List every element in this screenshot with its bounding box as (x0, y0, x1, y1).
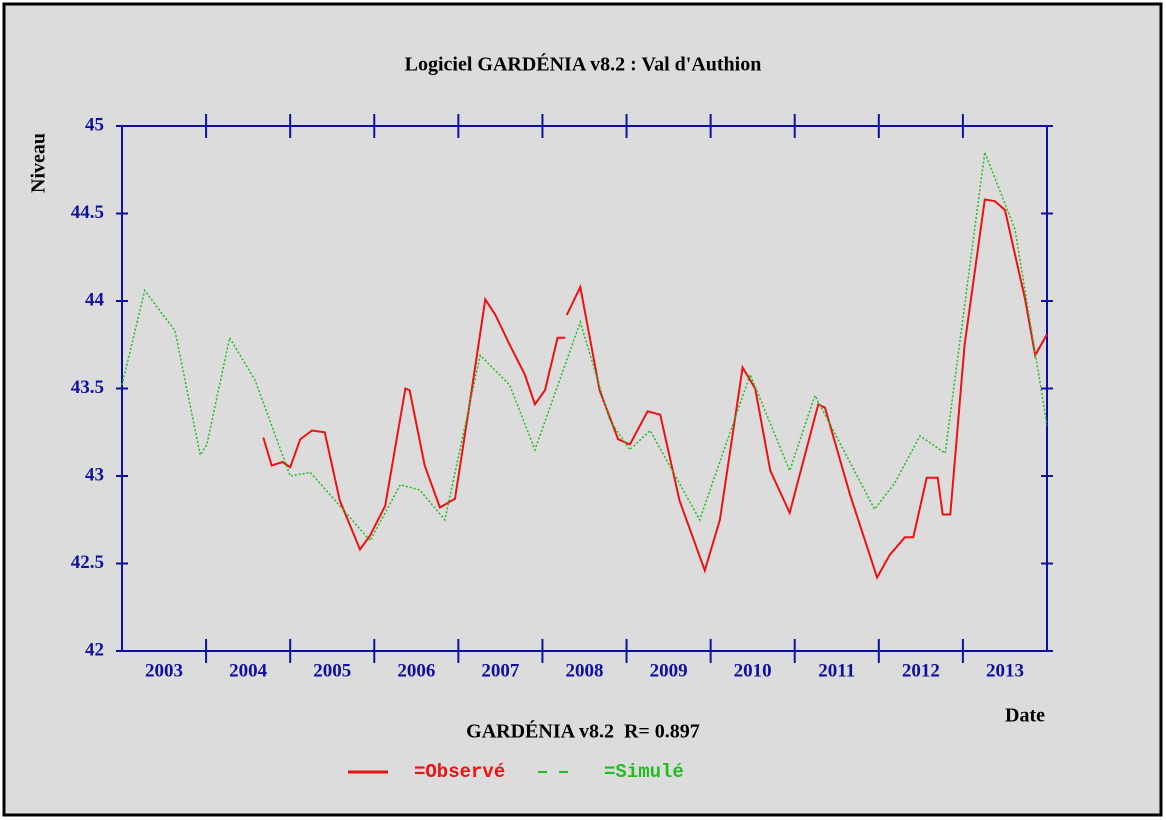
x-tick-label: 2011 (818, 660, 855, 681)
x-tick-label: 2007 (481, 660, 520, 681)
chart-title: Logiciel GARDÉNIA v8.2 : Val d'Authion (405, 53, 762, 76)
y-axis-label: Niveau (28, 133, 50, 193)
y-tick-label: 42.5 (71, 552, 104, 573)
x-tick-label: 2003 (145, 660, 183, 681)
y-tick-label: 45 (85, 114, 104, 135)
x-tick-label: 2005 (313, 660, 351, 681)
x-tick-label: 2006 (397, 660, 435, 681)
y-tick-label: 43.5 (71, 377, 104, 398)
chart-subtitle: GARDÉNIA v8.2 R= 0.897 (466, 720, 700, 743)
series-line (565, 198, 1048, 580)
y-tick-label: 44.5 (71, 202, 104, 223)
series-line (121, 151, 1048, 543)
series-line (262, 296, 566, 552)
legend-label: =Simulé (604, 761, 684, 783)
y-tick-label: 44 (85, 289, 105, 310)
x-tick-label: 2009 (650, 660, 688, 681)
y-tick-label: 43 (85, 464, 104, 485)
legend-label: =Observé (414, 761, 505, 783)
x-tick-label: 2008 (566, 660, 604, 681)
x-axis-label: Date (1005, 705, 1045, 727)
x-tick-label: 2004 (229, 660, 268, 681)
x-tick-label: 2013 (986, 660, 1024, 681)
x-tick-label: 2010 (734, 660, 772, 681)
y-tick-label: 42 (85, 639, 104, 660)
x-tick-label: 2012 (902, 660, 940, 681)
